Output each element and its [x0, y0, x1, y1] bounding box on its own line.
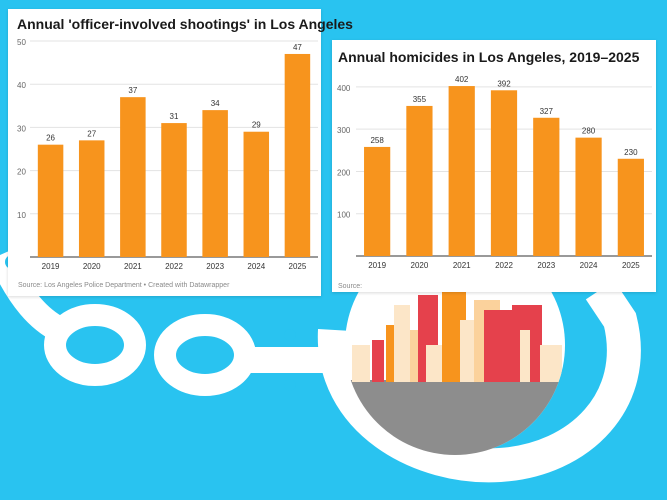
bar [284, 53, 311, 258]
x-tick-label: 2020 [411, 261, 429, 270]
chart-title: Annual 'officer-involved shootings' in L… [17, 16, 353, 32]
handcuff-chain-icon [0, 249, 340, 396]
bar [37, 144, 64, 257]
bar [161, 123, 187, 257]
bar [243, 131, 270, 257]
x-tick-label: 2019 [42, 262, 60, 271]
bar [533, 117, 560, 256]
bar [120, 97, 146, 257]
bar-value-label: 355 [413, 95, 427, 104]
y-tick-label: 300 [337, 126, 351, 135]
x-tick-label: 2021 [453, 261, 471, 270]
bar [575, 137, 602, 256]
chart-source: Source: Los Angeles Police Department • … [18, 282, 230, 289]
bar [364, 146, 391, 256]
officer-shootings-bar-chart: 10 20 30 40 50 26 2019 27 2020 37 2021 31 2022 34 2023… [17, 38, 318, 271]
bar-value-label: 47 [293, 43, 302, 52]
x-tick-label: 2024 [580, 261, 598, 270]
officer-shootings-chart-card: Annual 'officer-involved shootings' in L… [8, 9, 353, 296]
bar-value-label: 392 [497, 79, 511, 88]
x-tick-label: 2022 [165, 262, 183, 271]
y-tick-label: 40 [17, 81, 26, 90]
x-tick-label: 2023 [206, 262, 224, 271]
bar-value-label: 402 [455, 75, 469, 84]
bar-value-label: 280 [582, 127, 596, 136]
homicides-bar-chart: 100 200 300 400 258 2019 355 2020 402 2021 392 2022… [337, 75, 652, 270]
bar-value-label: 29 [252, 121, 261, 130]
y-tick-label: 50 [17, 38, 26, 47]
bar-value-label: 258 [370, 136, 384, 145]
y-tick-label: 10 [17, 211, 26, 220]
chart-source: Source: [338, 283, 363, 290]
y-tick-label: 20 [17, 168, 26, 177]
bar-value-label: 34 [211, 99, 220, 108]
homicides-chart-card: Annual homicides in Los Angeles, 2019–20… [332, 40, 656, 292]
bar [617, 158, 644, 256]
bar-value-label: 37 [128, 86, 137, 95]
x-tick-label: 2023 [537, 261, 555, 270]
x-tick-label: 2025 [622, 261, 640, 270]
bar-value-label: 31 [170, 112, 179, 121]
bar-value-label: 27 [87, 129, 96, 138]
bar [448, 86, 475, 257]
x-tick-label: 2021 [124, 262, 142, 271]
x-tick-label: 2022 [495, 261, 513, 270]
x-tick-label: 2025 [289, 262, 307, 271]
bar [406, 105, 433, 256]
bar [78, 140, 105, 257]
chart-title: Annual homicides in Los Angeles, 2019–20… [338, 49, 640, 65]
bar-value-label: 26 [46, 134, 55, 143]
y-tick-label: 30 [17, 124, 26, 133]
bar-value-label: 327 [540, 107, 554, 116]
x-tick-label: 2019 [368, 261, 386, 270]
bar [202, 110, 228, 258]
x-tick-label: 2020 [83, 262, 101, 271]
y-tick-label: 200 [337, 168, 351, 177]
bar-value-label: 230 [624, 148, 638, 157]
x-tick-label: 2024 [247, 262, 265, 271]
y-tick-label: 100 [337, 211, 351, 220]
bar [490, 90, 518, 256]
y-tick-label: 400 [337, 84, 351, 93]
